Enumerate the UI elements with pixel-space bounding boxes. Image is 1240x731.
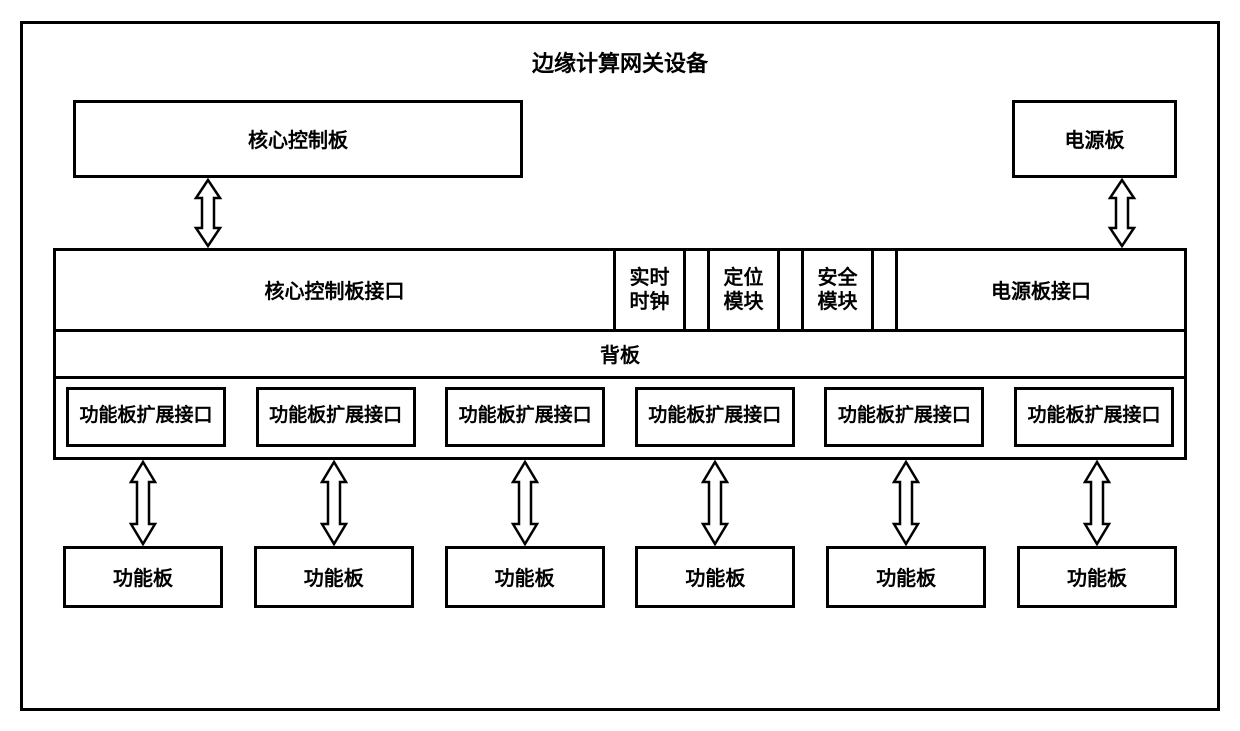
top-row: 核心控制板 电源板: [53, 100, 1187, 178]
realtime-clock: 实时时钟: [616, 251, 686, 329]
extension-interface: 功能板扩展接口: [445, 387, 605, 447]
bidir-arrow-icon: [316, 460, 352, 546]
bidir-arrow-icon: [697, 460, 733, 546]
bidir-arrow-icon: [1079, 460, 1115, 546]
gap: [874, 251, 898, 329]
top-arrow-row: [53, 178, 1187, 248]
positioning-module: 定位模块: [710, 251, 780, 329]
gap: [686, 251, 710, 329]
bidir-arrow-icon: [507, 460, 543, 546]
arrow-func: [63, 460, 223, 546]
core-control-interface: 核心控制板接口: [56, 251, 616, 329]
arrow-func: [254, 460, 414, 546]
backplane-label: 背板: [56, 329, 1184, 379]
bidir-arrow-icon: [1104, 178, 1140, 248]
core-control-board: 核心控制板: [73, 100, 523, 178]
diagram-title: 边缘计算网关设备: [53, 46, 1187, 78]
extension-interface: 功能板扩展接口: [256, 387, 416, 447]
backplane-bottom-row: 功能板扩展接口 功能板扩展接口 功能板扩展接口 功能板扩展接口 功能板扩展接口 …: [56, 379, 1184, 457]
extension-interface: 功能板扩展接口: [635, 387, 795, 447]
arrow-power-board: [1057, 178, 1187, 248]
bottom-arrow-row: [53, 460, 1187, 546]
function-board: 功能板: [826, 546, 986, 608]
function-board: 功能板: [1017, 546, 1177, 608]
function-board: 功能板: [63, 546, 223, 608]
extension-interface: 功能板扩展接口: [824, 387, 984, 447]
function-board-row: 功能板 功能板 功能板 功能板 功能板 功能板: [53, 546, 1187, 608]
gap: [780, 251, 804, 329]
device-container: 边缘计算网关设备 核心控制板 电源板 核心控制板接口 实时时钟 定位模块 安全模…: [20, 21, 1220, 711]
arrow-func: [1017, 460, 1177, 546]
function-board: 功能板: [635, 546, 795, 608]
arrow-core-control: [53, 178, 363, 248]
backplane-top-row: 核心控制板接口 实时时钟 定位模块 安全模块 电源板接口: [56, 251, 1184, 329]
power-board: 电源板: [1012, 100, 1177, 178]
function-board: 功能板: [445, 546, 605, 608]
extension-interface: 功能板扩展接口: [1014, 387, 1174, 447]
security-module: 安全模块: [804, 251, 874, 329]
arrow-func: [635, 460, 795, 546]
function-board: 功能板: [254, 546, 414, 608]
backplane: 核心控制板接口 实时时钟 定位模块 安全模块 电源板接口 背板 功能板扩展接口 …: [53, 248, 1187, 460]
extension-interface: 功能板扩展接口: [66, 387, 226, 447]
bidir-arrow-icon: [888, 460, 924, 546]
arrow-func: [826, 460, 986, 546]
power-board-interface: 电源板接口: [898, 251, 1184, 329]
bidir-arrow-icon: [125, 460, 161, 546]
bidir-arrow-icon: [190, 178, 226, 248]
arrow-func: [445, 460, 605, 546]
